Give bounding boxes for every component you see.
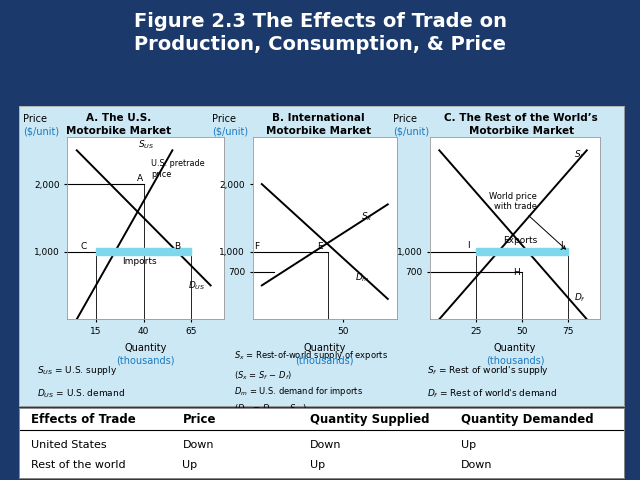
Text: A. The U.S.
Motorbike Market: A. The U.S. Motorbike Market [67, 113, 172, 135]
Text: ($/unit): ($/unit) [393, 127, 429, 137]
Text: Quantity: Quantity [124, 343, 167, 353]
Text: $S_x$ = Rest-of-world supply of exports: $S_x$ = Rest-of-world supply of exports [234, 348, 388, 361]
Text: B: B [174, 242, 180, 251]
Text: F: F [253, 242, 259, 251]
Text: ($/unit): ($/unit) [212, 127, 248, 137]
Text: U.S. pretrade
price: U.S. pretrade price [151, 158, 205, 179]
Text: Up: Up [182, 460, 198, 470]
Text: ($D_m$ = $D_{US}$ − $S_{US}$): ($D_m$ = $D_{US}$ − $S_{US}$) [234, 403, 307, 415]
Text: Price: Price [212, 114, 237, 124]
Text: Quantity: Quantity [303, 343, 346, 353]
Text: Effects of Trade: Effects of Trade [31, 413, 136, 426]
Text: (thousands): (thousands) [116, 356, 175, 366]
Text: $S_f$: $S_f$ [574, 148, 584, 161]
Text: $D_f$: $D_f$ [574, 291, 586, 304]
Text: C. The Rest of the World’s
Motorbike Market: C. The Rest of the World’s Motorbike Mar… [444, 113, 598, 135]
Text: $D_{US}$ = U.S. demand: $D_{US}$ = U.S. demand [37, 388, 125, 400]
Text: Rest of the world: Rest of the world [31, 460, 126, 470]
Text: Quantity Supplied: Quantity Supplied [310, 413, 429, 426]
Text: Down: Down [310, 440, 341, 450]
Text: $S_{US}$ = U.S. supply: $S_{US}$ = U.S. supply [37, 364, 118, 377]
Text: E: E [317, 242, 323, 251]
Text: (thousands): (thousands) [486, 356, 544, 366]
Text: $S_x$: $S_x$ [361, 210, 372, 223]
Text: $S_f$ = Rest of world's supply: $S_f$ = Rest of world's supply [428, 364, 550, 377]
Text: ($S_x$ = $S_f$ − $D_f$): ($S_x$ = $S_f$ − $D_f$) [234, 370, 292, 382]
Text: Up: Up [461, 440, 476, 450]
Text: Quantity: Quantity [493, 343, 536, 353]
Text: $S_{US}$: $S_{US}$ [138, 139, 154, 151]
Text: C: C [81, 242, 87, 251]
Text: 2-24: 2-24 [604, 468, 624, 478]
Text: B. International
Motorbike Market: B. International Motorbike Market [266, 113, 371, 135]
Text: H: H [513, 268, 520, 276]
Text: $D_f$ = Rest of world's demand: $D_f$ = Rest of world's demand [428, 388, 557, 400]
Text: $D_m$ = U.S. demand for imports: $D_m$ = U.S. demand for imports [234, 384, 363, 397]
Text: Quantity Demanded: Quantity Demanded [461, 413, 593, 426]
Text: A: A [137, 174, 143, 183]
Text: Price: Price [393, 114, 417, 124]
Text: $D_m$: $D_m$ [355, 271, 370, 284]
Text: Exports: Exports [503, 236, 538, 245]
Text: I: I [467, 241, 470, 250]
Text: Figure 2.3 The Effects of Trade on
Production, Consumption, & Price: Figure 2.3 The Effects of Trade on Produ… [134, 12, 506, 54]
Text: J: J [561, 241, 564, 250]
Text: Up: Up [310, 460, 324, 470]
Text: ($/unit): ($/unit) [23, 127, 60, 137]
Text: Down: Down [461, 460, 492, 470]
Text: $D_{US}$: $D_{US}$ [188, 279, 205, 292]
Text: United States: United States [31, 440, 107, 450]
Text: Down: Down [182, 440, 214, 450]
Text: World price
with trade: World price with trade [489, 192, 566, 249]
Text: Imports: Imports [122, 257, 157, 265]
Text: (thousands): (thousands) [296, 356, 354, 366]
Text: Price: Price [23, 114, 47, 124]
Text: Price: Price [182, 413, 216, 426]
